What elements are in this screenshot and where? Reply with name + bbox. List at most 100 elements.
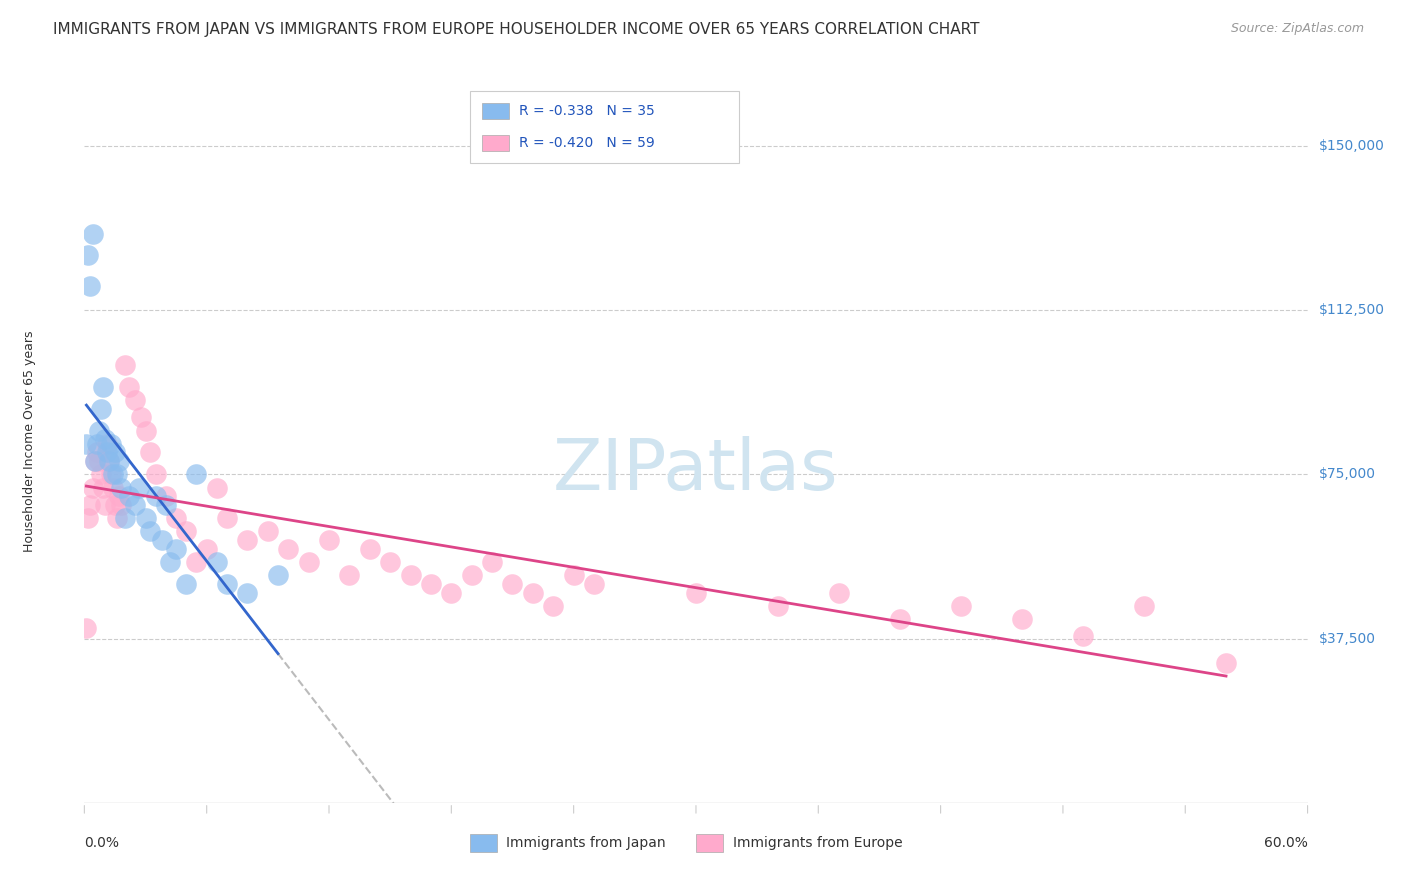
- Point: [104, 498, 127, 512]
- Point: [828, 585, 851, 599]
- Point: [145, 467, 167, 482]
- Text: Householder Income Over 65 years: Householder Income Over 65 years: [22, 331, 35, 552]
- Point: [889, 612, 911, 626]
- Point: [75, 621, 97, 635]
- Point: [91, 481, 114, 495]
- Point: [93, 433, 115, 447]
- Point: [124, 392, 146, 407]
- Point: [205, 555, 228, 569]
- Point: [128, 481, 150, 495]
- Text: IMMIGRANTS FROM JAPAN VS IMMIGRANTS FROM EUROPE HOUSEHOLDER INCOME OVER 65 YEARS: IMMIGRANTS FROM JAPAN VS IMMIGRANTS FROM…: [53, 22, 980, 37]
- Point: [104, 445, 127, 459]
- Point: [186, 467, 208, 482]
- Point: [101, 467, 124, 482]
- Point: [83, 454, 105, 468]
- Point: [766, 599, 789, 613]
- FancyBboxPatch shape: [470, 91, 738, 163]
- Point: [105, 467, 128, 482]
- Point: [87, 424, 110, 438]
- Point: [91, 380, 114, 394]
- Point: [1215, 656, 1237, 670]
- Point: [685, 585, 707, 599]
- Point: [96, 436, 118, 450]
- Point: [77, 248, 100, 262]
- Point: [277, 541, 299, 556]
- Point: [97, 454, 120, 468]
- Point: [318, 533, 340, 547]
- Point: [165, 511, 187, 525]
- Point: [138, 524, 160, 539]
- Point: [562, 568, 585, 582]
- Point: [87, 454, 110, 468]
- Point: [105, 511, 128, 525]
- Point: [1011, 612, 1033, 626]
- Text: ZIPatlas: ZIPatlas: [553, 436, 839, 505]
- Point: [96, 445, 118, 459]
- Point: [159, 555, 181, 569]
- Point: [83, 454, 105, 468]
- Point: [380, 555, 402, 569]
- FancyBboxPatch shape: [696, 833, 723, 852]
- Point: [174, 577, 197, 591]
- Point: [118, 489, 141, 503]
- Point: [502, 577, 524, 591]
- Point: [195, 541, 218, 556]
- Point: [114, 511, 136, 525]
- Point: [236, 585, 259, 599]
- Text: 0.0%: 0.0%: [84, 836, 120, 849]
- Point: [267, 568, 290, 582]
- Point: [82, 227, 104, 241]
- Point: [339, 568, 361, 582]
- Point: [90, 467, 112, 482]
- Point: [583, 577, 606, 591]
- Text: $112,500: $112,500: [1319, 303, 1385, 318]
- Point: [165, 541, 187, 556]
- Point: [110, 498, 132, 512]
- Point: [77, 511, 100, 525]
- Point: [90, 401, 112, 416]
- Point: [1073, 629, 1095, 643]
- Point: [114, 358, 136, 372]
- Point: [543, 599, 565, 613]
- Text: Immigrants from Europe: Immigrants from Europe: [733, 836, 903, 849]
- Text: R = -0.338   N = 35: R = -0.338 N = 35: [519, 104, 654, 119]
- Text: $150,000: $150,000: [1319, 139, 1385, 153]
- Point: [82, 481, 104, 495]
- Point: [217, 511, 239, 525]
- Point: [205, 481, 228, 495]
- Text: 60.0%: 60.0%: [1264, 836, 1308, 849]
- Point: [100, 436, 122, 450]
- Point: [461, 568, 484, 582]
- Point: [298, 555, 321, 569]
- Point: [135, 511, 157, 525]
- Point: [118, 380, 141, 394]
- Text: $75,000: $75,000: [1319, 467, 1375, 482]
- Point: [86, 436, 108, 450]
- Point: [79, 279, 101, 293]
- Point: [155, 489, 177, 503]
- Point: [110, 481, 132, 495]
- Point: [93, 498, 115, 512]
- Point: [522, 585, 544, 599]
- Point: [131, 410, 153, 425]
- Point: [138, 445, 160, 459]
- Point: [108, 489, 131, 503]
- Point: [75, 436, 97, 450]
- Point: [155, 498, 177, 512]
- Point: [217, 577, 239, 591]
- Point: [145, 489, 167, 503]
- FancyBboxPatch shape: [482, 136, 509, 151]
- Text: $37,500: $37,500: [1319, 632, 1375, 646]
- Point: [399, 568, 422, 582]
- Point: [100, 467, 122, 482]
- Point: [79, 498, 101, 512]
- Point: [257, 524, 280, 539]
- Text: Source: ZipAtlas.com: Source: ZipAtlas.com: [1230, 22, 1364, 36]
- Point: [481, 555, 503, 569]
- Point: [135, 424, 157, 438]
- Point: [150, 533, 173, 547]
- Point: [359, 541, 381, 556]
- Point: [950, 599, 973, 613]
- Point: [186, 555, 208, 569]
- FancyBboxPatch shape: [470, 833, 496, 852]
